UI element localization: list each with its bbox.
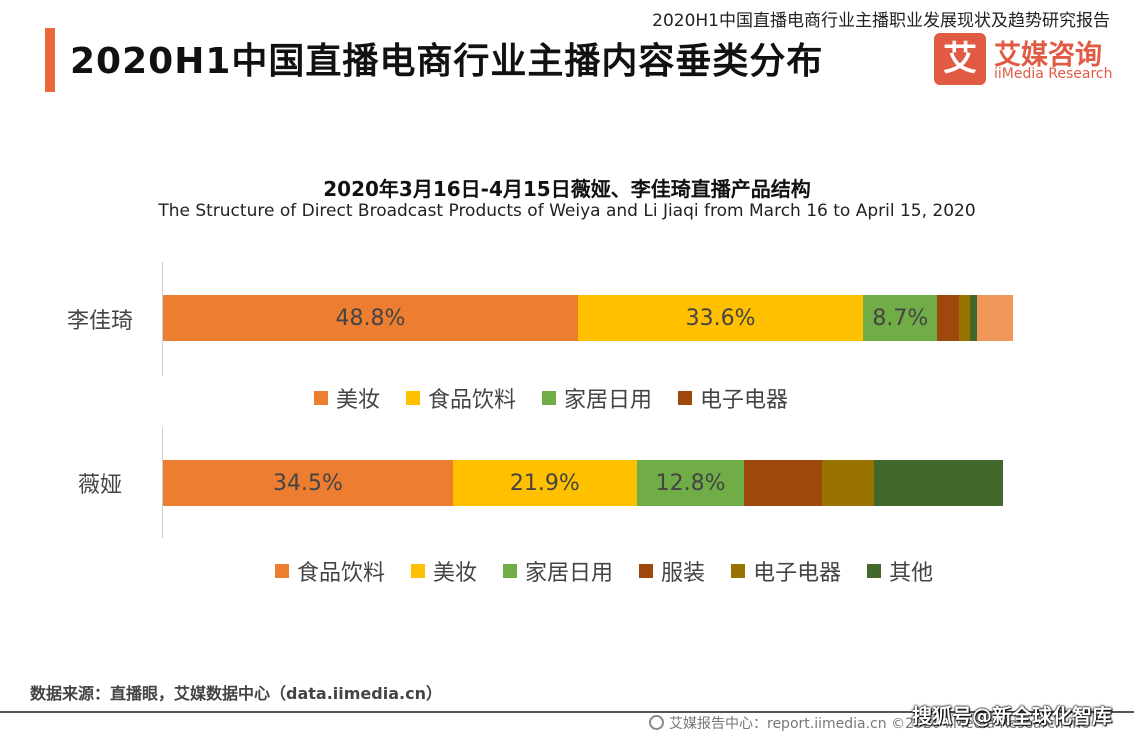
legend-swatch <box>411 564 426 578</box>
logo-name-en: iiMedia Research <box>994 66 1113 82</box>
legend-lijiaqi: 美妆 食品饮料 家居日用 电子电器 <box>314 382 788 414</box>
legend-swatch <box>314 391 328 405</box>
bar-segment: 21.9% <box>452 460 637 506</box>
legend-swatch <box>275 564 289 578</box>
category-axis-line-1 <box>162 262 163 376</box>
iimedia-logo: 艾 艾媒咨询 iiMedia Research <box>934 33 1116 85</box>
chart-title: 2020年3月16日-4月15日薇娅、李佳琦直播产品结构 <box>323 177 811 201</box>
row-label-lijiaqi: 李佳琦 <box>66 309 133 334</box>
legend-item: 家居日用 <box>503 555 613 587</box>
legend-label: 电子电器 <box>753 561 842 586</box>
bar-segment: 33.6% <box>577 295 864 341</box>
logo-mark-icon: 艾 <box>934 33 986 85</box>
title-accent-bar <box>45 28 55 92</box>
legend-swatch <box>639 564 654 578</box>
legend-label: 电子电器 <box>700 388 789 413</box>
logo-name-cn: 艾媒咨询 <box>994 40 1102 71</box>
legend-label: 美妆 <box>336 388 381 413</box>
legend-swatch <box>542 391 557 405</box>
bar-segment <box>744 460 822 506</box>
legend-swatch <box>406 391 421 405</box>
data-source: 数据来源：直播眼，艾媒数据中心（data.iimedia.cn） <box>30 684 442 703</box>
report-title: 2020H1中国直播电商行业主播职业发展现状及趋势研究报告 <box>652 11 1110 31</box>
legend-label: 美妆 <box>433 561 478 586</box>
legend-label: 食品饮料 <box>297 561 386 586</box>
legend-item: 家居日用 <box>542 382 652 414</box>
stacked-bar-weiya: 34.5% 21.9% 12.8% <box>163 460 1003 506</box>
page-title: 2020H1中国直播电商行业主播内容垂类分布 <box>70 41 824 82</box>
legend-weiya: 食品饮料 美妆 家居日用 服装 电子电器 其他 <box>275 555 933 587</box>
legend-label: 其他 <box>889 561 934 586</box>
legend-item: 美妆 <box>314 382 380 414</box>
legend-item: 美妆 <box>411 555 477 587</box>
legend-label: 家居日用 <box>525 561 614 586</box>
bar-segment <box>959 295 970 341</box>
legend-swatch <box>678 391 693 405</box>
globe-icon <box>649 715 664 730</box>
watermark: 搜狐号@新全球化智库 <box>912 704 1112 728</box>
bar-segment: 8.7% <box>863 295 938 341</box>
legend-item: 食品饮料 <box>275 555 385 587</box>
bar-segment: 48.8% <box>163 295 578 341</box>
legend-swatch <box>731 564 746 578</box>
row-label-weiya: 薇娅 <box>77 473 122 498</box>
legend-item: 电子电器 <box>731 555 841 587</box>
bar-segment: 12.8% <box>636 460 745 506</box>
legend-label: 食品饮料 <box>428 388 517 413</box>
bar-segment <box>821 460 874 506</box>
footer-report-center: 艾媒报告中心：report.iimedia.cn ©2020 iiMedia R… <box>669 716 1089 732</box>
chart-subtitle: The Structure of Direct Broadcast Produc… <box>158 201 976 221</box>
bar-segment: 34.5% <box>163 460 453 506</box>
legend-item: 服装 <box>639 555 705 587</box>
bar-segment <box>977 295 1013 341</box>
legend-item: 其他 <box>867 555 933 587</box>
bar-segment <box>937 295 960 341</box>
stacked-bar-lijiaqi: 48.8% 33.6% 8.7% <box>163 295 1013 341</box>
legend-swatch <box>867 564 882 578</box>
legend-item: 食品饮料 <box>406 382 516 414</box>
footer-divider <box>0 711 1134 713</box>
category-axis-line-2 <box>162 427 163 538</box>
legend-item: 电子电器 <box>678 382 788 414</box>
legend-swatch <box>503 564 518 578</box>
bar-segment <box>873 460 1003 506</box>
bar-segment <box>969 295 978 341</box>
legend-label: 家居日用 <box>564 388 653 413</box>
legend-label: 服装 <box>661 561 706 586</box>
